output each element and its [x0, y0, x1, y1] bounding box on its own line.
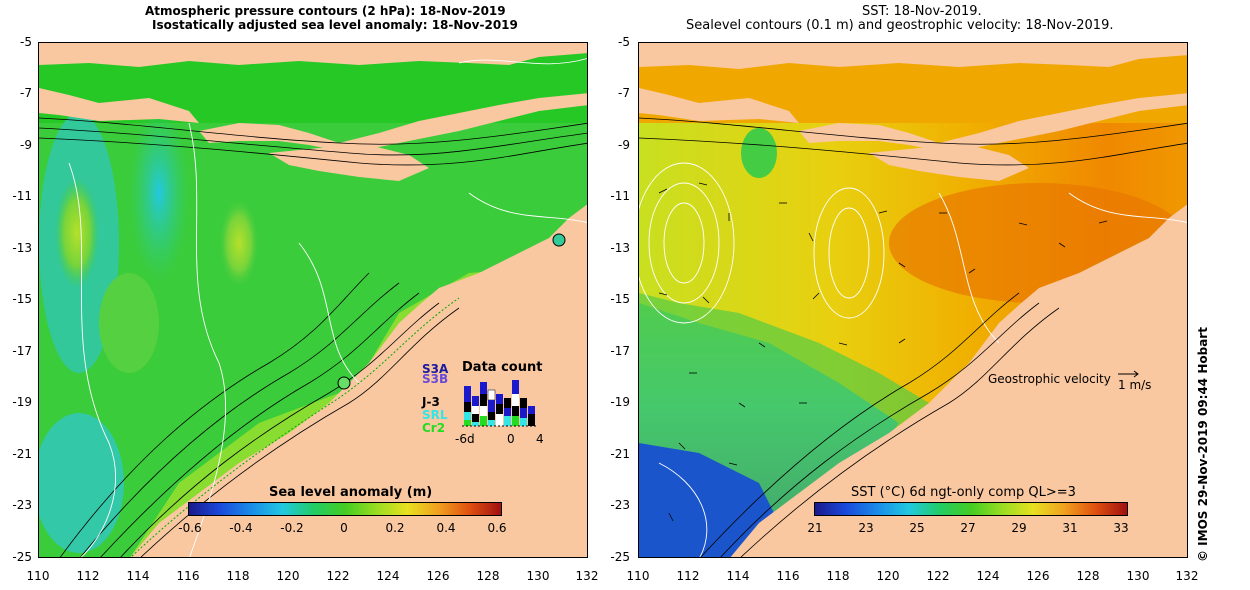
left-xtick: 120	[276, 569, 300, 583]
left-xtick: 126	[426, 569, 450, 583]
right-ytick: -23	[610, 498, 630, 512]
sst-cbar-tick: 33	[1113, 521, 1129, 535]
sla-colorbar-label: Sea level anomaly (m)	[269, 485, 433, 500]
right-ytick: -11	[610, 189, 630, 203]
right-xtick: 110	[626, 569, 650, 583]
velocity-legend-label: Geostrophic velocity	[988, 372, 1111, 386]
sla-map-canvas	[39, 43, 587, 557]
sat-s3b: S3B	[422, 372, 449, 386]
left-xtick: 130	[526, 569, 550, 583]
sla-cbar-tick: 0.2	[385, 521, 405, 535]
left-ytick: -9	[20, 138, 32, 152]
left-ytick: -19	[12, 395, 32, 409]
sla-cbar-tick: 0	[340, 521, 348, 535]
right-xtick: 120	[876, 569, 900, 583]
sst-colorbar-label: SST (°C) 6d ngt-only comp QL>=3	[851, 485, 1076, 500]
right-xtick: 132	[1175, 569, 1199, 583]
sla-cbar-tick: -0.2	[280, 521, 304, 535]
left-xtick: 112	[76, 569, 100, 583]
sla-cbar-tick: 0.4	[436, 521, 456, 535]
right-ytick: -7	[618, 86, 630, 100]
right-xtick: 124	[976, 569, 1000, 583]
left-xtick: 114	[126, 569, 150, 583]
sst-map	[638, 42, 1188, 558]
left-ytick: -7	[20, 86, 32, 100]
left-ytick: -13	[12, 241, 32, 255]
right-xtick: 112	[676, 569, 700, 583]
left-ytick: -15	[12, 292, 32, 306]
left-xtick: 128	[476, 569, 500, 583]
right-title-line1: SST: 18-Nov-2019.	[862, 4, 982, 19]
sst-cbar-tick: 21	[807, 521, 823, 535]
right-title-line2: Sealevel contours (0.1 m) and geostrophi…	[686, 18, 1114, 33]
imos-credit: © IMOS 29-Nov-2019 09:44 Hobart	[1196, 327, 1210, 562]
right-ytick: -15	[610, 292, 630, 306]
sst-colorbar	[814, 502, 1128, 516]
right-ytick: -13	[610, 241, 630, 255]
right-ytick: -19	[610, 395, 630, 409]
sst-map-canvas	[639, 43, 1187, 557]
velocity-arrow-icon	[1118, 370, 1139, 378]
left-xtick: 132	[575, 569, 599, 583]
sla-cbar-tick: -0.4	[229, 521, 253, 535]
left-ytick: -21	[12, 447, 32, 461]
left-title-line1: Atmospheric pressure contours (2 hPa): 1…	[145, 4, 506, 18]
data-count-axis-zero: 0	[507, 432, 515, 446]
right-ytick: -21	[610, 447, 630, 461]
sea-level-anomaly-map	[38, 42, 588, 558]
data-count-axis-start: -6d	[455, 432, 475, 446]
left-ytick: -11	[12, 189, 32, 203]
data-count-histogram	[462, 380, 538, 427]
left-xtick: 124	[376, 569, 400, 583]
right-xtick: 126	[1026, 569, 1050, 583]
right-ytick: -25	[610, 550, 630, 564]
left-xtick: 110	[26, 569, 50, 583]
left-xtick: 116	[176, 569, 200, 583]
sat-s3a: S3A	[422, 362, 449, 376]
sla-cbar-tick: -0.6	[178, 521, 202, 535]
velocity-scale: 1 m/s	[1118, 378, 1152, 392]
sat-srl: SRL	[422, 408, 448, 422]
sst-cbar-tick: 25	[909, 521, 925, 535]
left-ytick: -23	[12, 498, 32, 512]
right-xtick: 128	[1076, 569, 1100, 583]
left-ytick: -5	[20, 35, 32, 49]
left-ytick: -17	[12, 344, 32, 358]
left-xtick: 118	[226, 569, 250, 583]
left-xtick: 122	[326, 569, 350, 583]
right-xtick: 130	[1126, 569, 1150, 583]
right-ytick: -17	[610, 344, 630, 358]
sat-cr2: Cr2	[422, 421, 446, 435]
data-count-title: Data count	[462, 360, 543, 375]
sla-cbar-tick: 0.6	[487, 521, 507, 535]
sla-colorbar	[188, 502, 502, 516]
sat-j3: J-3	[422, 395, 440, 409]
sst-cbar-tick: 31	[1062, 521, 1078, 535]
sst-cbar-tick: 27	[960, 521, 976, 535]
right-ytick: -5	[618, 35, 630, 49]
right-xtick: 118	[826, 569, 850, 583]
sst-cbar-tick: 23	[858, 521, 874, 535]
right-ytick: -9	[618, 138, 630, 152]
data-count-axis-end: 4	[536, 432, 544, 446]
sst-cbar-tick: 29	[1011, 521, 1027, 535]
right-xtick: 114	[726, 569, 750, 583]
left-ytick: -25	[12, 550, 32, 564]
right-xtick: 122	[926, 569, 950, 583]
right-xtick: 116	[776, 569, 800, 583]
left-title-line2: Isostatically adjusted sea level anomaly…	[152, 18, 518, 32]
